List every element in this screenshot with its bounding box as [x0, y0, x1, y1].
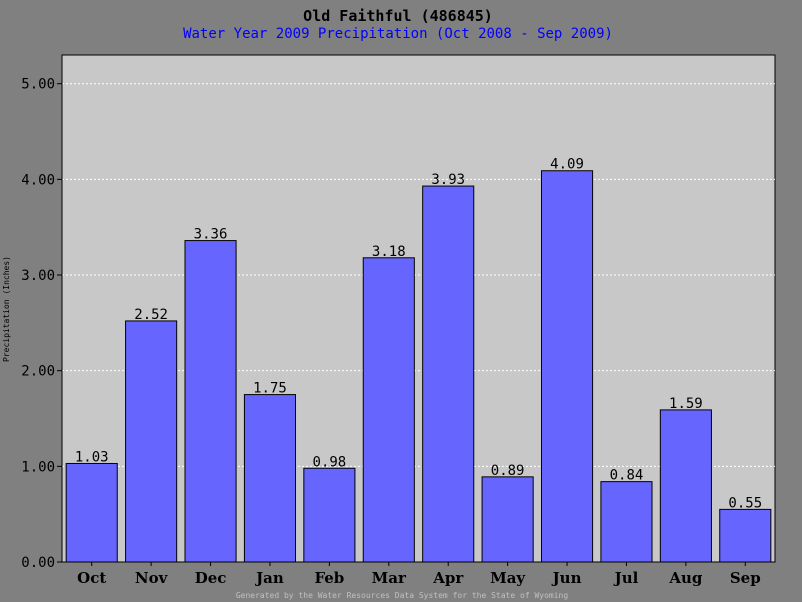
x-tick-label: Oct	[77, 569, 106, 587]
bar-value-label: 1.59	[669, 396, 703, 412]
bar-value-label: 0.89	[491, 463, 525, 479]
y-tick-label: 3.00	[21, 268, 55, 284]
x-tick-label: Jun	[551, 569, 582, 587]
bar	[243, 394, 297, 563]
y-tick-label: 1.00	[21, 459, 55, 475]
x-tick-label: Jul	[613, 569, 639, 587]
bar	[65, 462, 118, 563]
chart-title: Old Faithful (486845)	[303, 7, 493, 25]
y-tick-label: 4.00	[21, 172, 55, 188]
bar-value-label: 1.03	[75, 449, 109, 465]
bar-value-label: 4.09	[550, 157, 584, 173]
chart-subtitle: Water Year 2009 Precipitation (Oct 2008 …	[183, 26, 613, 42]
bar	[362, 257, 415, 563]
y-tick-label: 5.00	[21, 77, 55, 93]
x-tick-label: Dec	[195, 569, 227, 587]
x-tick-label: Jan	[254, 569, 284, 587]
plot-area: 0.00 1.00 2.00 3.00 4.00 5.00 1.03 Oct 2.52 Nov 3.…	[21, 54, 776, 587]
x-tick-label: Sep	[730, 569, 761, 587]
x-tick-label: Nov	[135, 569, 169, 587]
bar-value-label: 2.52	[134, 307, 168, 323]
x-tick-label: Apr	[432, 569, 464, 587]
bar-value-label: 1.75	[253, 381, 287, 397]
x-tick-label: Mar	[372, 569, 407, 587]
plot-background	[61, 54, 776, 563]
y-tick-label: 2.00	[21, 364, 55, 380]
x-tick-label: Feb	[314, 569, 344, 587]
bar-value-label: 0.84	[610, 468, 644, 484]
chart-footer: Generated by the Water Resources Data Sy…	[236, 591, 569, 600]
bar-value-label: 3.36	[194, 227, 228, 243]
bar-value-label: 3.18	[372, 244, 406, 260]
bar	[719, 508, 772, 563]
bar	[303, 467, 356, 563]
bar	[125, 320, 178, 563]
bar-value-label: 3.93	[431, 172, 465, 188]
bar	[184, 240, 237, 563]
y-tick-label: 0.00	[21, 555, 55, 571]
bar	[600, 481, 653, 563]
bar	[422, 185, 475, 563]
x-tick-label: Aug	[668, 569, 703, 587]
y-axis-label: Precipitation (Inches)	[2, 256, 11, 362]
bar	[540, 170, 594, 563]
bar	[659, 409, 712, 563]
bar-value-label: 0.98	[313, 454, 347, 470]
bar	[481, 476, 534, 563]
bar-value-label: 0.55	[728, 495, 762, 511]
x-tick-label: May	[490, 569, 526, 587]
